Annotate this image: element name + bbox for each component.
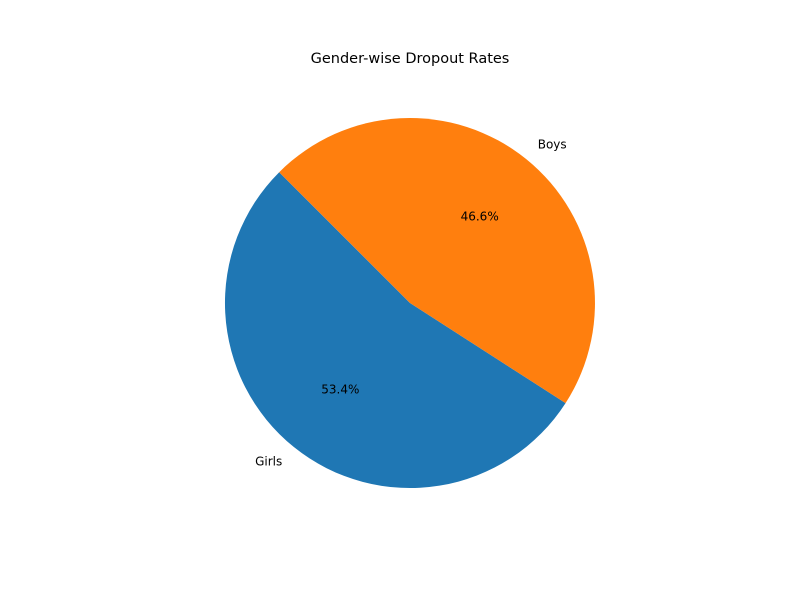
pct-label-boys: 46.6% <box>461 210 499 224</box>
pie-slice-girls <box>224 172 566 489</box>
slice-label-boys: Boys <box>538 138 567 152</box>
pie-slices <box>224 118 595 489</box>
chart-title: Gender-wise Dropout Rates <box>311 51 510 67</box>
pie-labels: Girls 53.4% Boys 46.6% <box>255 138 567 469</box>
pie-slice-boys <box>279 118 595 404</box>
pct-label-girls: 53.4% <box>321 382 359 396</box>
slice-label-girls: Girls <box>255 454 282 468</box>
